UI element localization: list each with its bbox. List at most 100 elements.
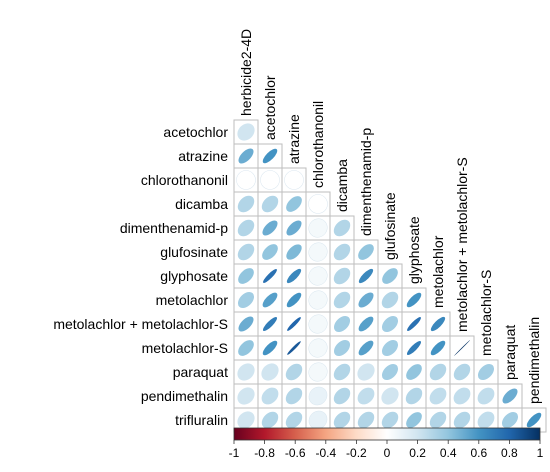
- row-label-trifluralin: trifluralin: [175, 412, 228, 428]
- ellipse-mark: [238, 148, 254, 164]
- cell-pendimethalin-glufosinate: [377, 383, 403, 409]
- row-label-pendimethalin: pendimethalin: [141, 388, 228, 404]
- colorbar-tick-label: -0.6: [285, 446, 306, 460]
- cell-metolachlor-chlorothanonil: [305, 287, 331, 313]
- ellipse-mark: [429, 363, 447, 381]
- ellipse-mark: [454, 340, 470, 356]
- cell-metolachlor-s-dimenthenamid-p: [353, 335, 379, 361]
- ellipse-mark: [261, 195, 279, 213]
- cell-paraquat-dicamba: [329, 359, 355, 385]
- colorbar-tick-label: -0.2: [346, 446, 367, 460]
- ellipse-mark: [236, 170, 256, 190]
- cell-pendimethalin-atrazine: [281, 383, 307, 409]
- ellipse-mark: [287, 317, 301, 331]
- ellipse-mark: [406, 292, 422, 308]
- cell-metolachlor-metolachlor-s-dimenthenamid-p: [353, 311, 379, 337]
- ellipse-mark: [261, 411, 279, 429]
- ellipse-mark: [262, 244, 278, 260]
- cell-dimenthenamid-p-chlorothanonil: [305, 215, 331, 241]
- ellipse-mark: [237, 291, 255, 309]
- ellipse-mark: [286, 220, 302, 236]
- cell-glyphosate-chlorothanonil: [305, 263, 331, 289]
- cell-metolachlor-s-chlorothanonil: [305, 335, 331, 361]
- row-label-metolachlor-metolachlor-s: metolachlor + metolachlor-S: [53, 316, 228, 332]
- color-legend: -1 -0.8 -0.6 -0.4 -0.2 0 0.2 0.4 0.6 0.8 1: [229, 427, 544, 460]
- cell-atrazine-herbicide2-4d: [233, 143, 259, 169]
- cell-pendimethalin-metolachlor-metolachlor-s: [449, 383, 475, 409]
- cell-metolachlor-glyphosate: [401, 287, 427, 313]
- cell-glyphosate-glufosinate: [377, 263, 403, 289]
- cell-paraquat-atrazine: [281, 359, 307, 385]
- cell-metolachlor-metolachlor-s-acetochlor: [257, 311, 283, 337]
- row-label-metolachlor-s: metolachlor-S: [142, 340, 228, 356]
- cell-glufosinate-atrazine: [281, 239, 307, 265]
- ellipse-mark: [357, 387, 375, 405]
- ellipse-mark: [381, 291, 399, 309]
- ellipse-mark: [357, 411, 375, 429]
- cell-metolachlor-herbicide2-4d: [233, 287, 259, 313]
- cell-chlorothanonil-herbicide2-4d: [233, 167, 259, 193]
- cell-metolachlor-metolachlor-s-glyphosate: [401, 311, 427, 337]
- ellipse-mark: [406, 340, 422, 356]
- ellipse-mark: [453, 363, 471, 381]
- ellipse-mark: [237, 363, 255, 381]
- ellipse-mark: [238, 268, 254, 284]
- ellipse-mark: [406, 412, 422, 428]
- ellipse-mark: [261, 387, 279, 405]
- ellipse-mark: [429, 411, 447, 429]
- ellipse-mark: [477, 363, 495, 381]
- ellipse-mark: [333, 243, 351, 261]
- ellipse-mark: [308, 218, 328, 238]
- ellipse-mark: [406, 364, 422, 380]
- cell-dicamba-chlorothanonil: [305, 191, 331, 217]
- row-label-metolachlor: metolachlor: [156, 292, 229, 308]
- ellipse-mark: [358, 340, 374, 356]
- colorbar-tick-label: 0.4: [440, 446, 457, 460]
- cell-dimenthenamid-p-dicamba: [329, 215, 355, 241]
- ellipse-mark: [357, 363, 375, 381]
- colorbar-tick-label: -1: [229, 446, 240, 460]
- cell-pendimethalin-chlorothanonil: [305, 383, 331, 409]
- ellipse-mark: [285, 387, 303, 405]
- ellipse-mark: [237, 411, 255, 429]
- cell-atrazine-acetochlor: [257, 143, 283, 169]
- ellipse-mark: [333, 387, 351, 405]
- cell-glufosinate-dicamba: [329, 239, 355, 265]
- col-label-pendimethalin: pendimethalin: [526, 317, 542, 404]
- col-label-atrazine: atrazine: [286, 114, 302, 164]
- cell-metolachlor-metolachlor-s-dicamba: [329, 311, 355, 337]
- ellipse-mark: [381, 387, 399, 405]
- ellipse-mark: [238, 316, 254, 332]
- ellipse-mark: [260, 170, 280, 190]
- cell-glufosinate-acetochlor: [257, 239, 283, 265]
- ellipse-mark: [263, 269, 277, 283]
- col-label-metolachlor: metolachlor: [430, 235, 446, 308]
- col-label-dimenthenamid-p: dimenthenamid-p: [358, 128, 374, 236]
- cell-paraquat-metolachlor-s: [473, 359, 499, 385]
- cell-pendimethalin-dimenthenamid-p: [353, 383, 379, 409]
- ellipse-mark: [358, 316, 374, 332]
- col-label-glyphosate: glyphosate: [406, 216, 422, 284]
- ellipse-mark: [262, 316, 278, 332]
- cell-paraquat-dimenthenamid-p: [353, 359, 379, 385]
- row-label-chlorothanonil: chlorothanonil: [141, 172, 228, 188]
- ellipse-mark: [238, 340, 254, 356]
- cell-glyphosate-atrazine: [281, 263, 307, 289]
- cell-glyphosate-dimenthenamid-p: [353, 263, 379, 289]
- cell-paraquat-metolachlor: [425, 359, 451, 385]
- ellipse-mark: [308, 410, 328, 430]
- ellipse-mark: [453, 387, 471, 405]
- ellipse-mark: [407, 317, 421, 331]
- ellipse-mark: [286, 196, 302, 212]
- ellipse-mark: [381, 339, 399, 357]
- cell-dicamba-acetochlor: [257, 191, 283, 217]
- cell-pendimethalin-acetochlor: [257, 383, 283, 409]
- ellipse-mark: [286, 268, 302, 284]
- cell-metolachlor-metolachlor-s-metolachlor: [425, 311, 451, 337]
- ellipse-mark: [381, 363, 399, 381]
- cell-glufosinate-chlorothanonil: [305, 239, 331, 265]
- ellipse-mark: [333, 267, 351, 285]
- ellipse-mark: [261, 363, 279, 381]
- cell-trifluralin-metolachlor-s: [473, 407, 499, 433]
- cell-pendimethalin-glyphosate: [401, 383, 427, 409]
